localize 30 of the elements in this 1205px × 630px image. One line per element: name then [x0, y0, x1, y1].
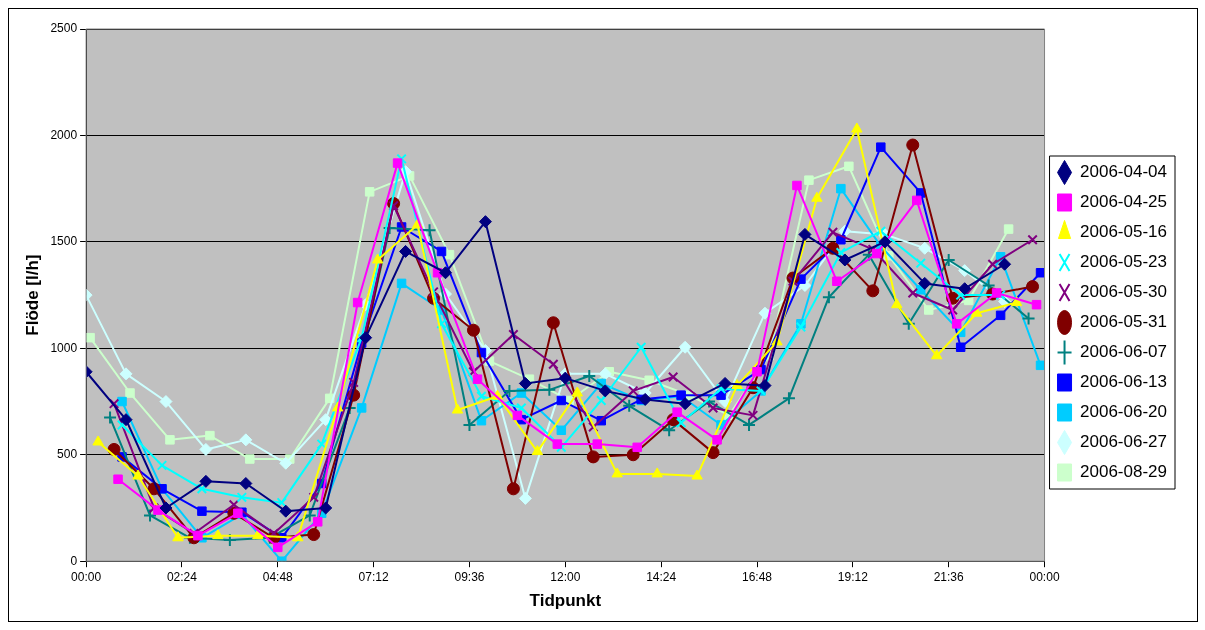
- x-tick-label: 21:36: [933, 569, 965, 584]
- legend-label: 2006-08-29: [1080, 462, 1168, 482]
- y-axis-title: Flöde [l/h]: [22, 254, 42, 336]
- x-tick-label: 07:12: [358, 569, 389, 584]
- x-axis-title: Tidpunkt: [529, 591, 602, 611]
- legend-label: 2006-05-23: [1080, 252, 1168, 272]
- x-tick-label: 00:00: [71, 569, 102, 584]
- y-tick-label: 0: [70, 553, 78, 568]
- y-tick-label: 1500: [50, 234, 78, 249]
- x-tick-label: 19:12: [837, 569, 869, 584]
- x-tick-label: 14:24: [646, 569, 677, 584]
- legend-label: 2006-04-04: [1080, 162, 1168, 182]
- x-tick-label: 02:24: [166, 569, 198, 584]
- x-tick-label: 00:00: [1029, 569, 1060, 584]
- y-tick-label: 500: [57, 447, 78, 462]
- y-tick-label: 2500: [50, 21, 78, 36]
- y-tick-label: 2000: [50, 127, 78, 142]
- legend-label: 2006-05-31: [1080, 312, 1168, 332]
- x-tick-label: 09:36: [454, 569, 485, 584]
- y-tick-label: 1000: [50, 340, 78, 355]
- legend-label: 2006-05-30: [1080, 282, 1168, 302]
- legend-label: 2006-06-20: [1080, 402, 1168, 422]
- legend-label: 2006-05-16: [1080, 222, 1168, 242]
- legend-label: 2006-06-27: [1080, 432, 1168, 452]
- legend-label: 2006-04-25: [1080, 192, 1168, 212]
- legend-label: 2006-06-13: [1080, 372, 1168, 392]
- legend-label: 2006-06-07: [1080, 342, 1168, 362]
- x-tick-label: 04:48: [262, 569, 294, 584]
- x-tick-label: 12:00: [550, 569, 581, 584]
- x-tick-label: 16:48: [741, 569, 773, 584]
